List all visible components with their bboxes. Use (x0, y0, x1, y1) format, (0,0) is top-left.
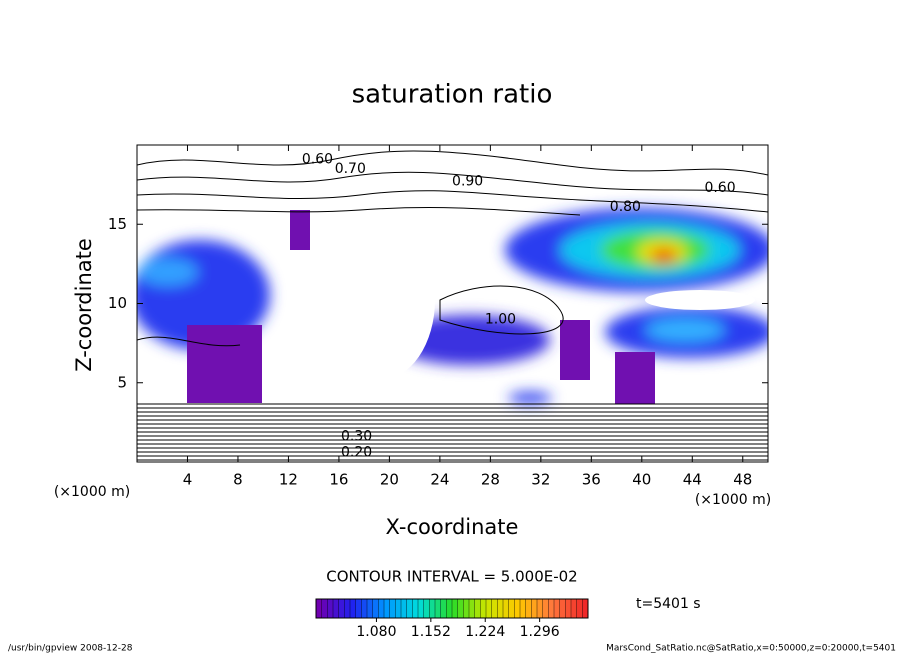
x-axis-label: X-coordinate (386, 515, 519, 539)
x-tick-label: 40 (632, 471, 651, 489)
colorbar-cell (344, 599, 351, 618)
colorbar-cell (395, 599, 402, 618)
x-tick-label: 36 (582, 471, 601, 489)
colorbar-cell (474, 599, 481, 618)
x-tick-label: 12 (279, 471, 298, 489)
colorbar-cell (520, 599, 527, 618)
colorbar-cell (423, 599, 430, 618)
colorbar-cell (316, 599, 323, 618)
colorbar-tick-label: 1.224 (465, 624, 505, 640)
colorbar-cell (576, 599, 583, 618)
colorbar-cell (469, 599, 476, 618)
colorbar-cell (378, 599, 385, 618)
colorbar-cell (582, 599, 589, 618)
colorbar-cell (333, 599, 340, 618)
x-tick-label: 24 (430, 471, 449, 489)
colorbar-tick-label: 1.296 (520, 624, 560, 640)
colorbar-cell (440, 599, 447, 618)
y-tick-label: 15 (108, 215, 127, 233)
colorbar-cell (531, 599, 538, 618)
colorbar-cell (486, 599, 493, 618)
y-tick-label: 10 (108, 294, 127, 312)
colorbar-cell (463, 599, 470, 618)
field (137, 145, 768, 462)
contour-label: 0.30 (341, 429, 372, 445)
contour-label: 0.20 (341, 444, 372, 460)
x-tick-label: 8 (233, 471, 243, 489)
colorbar-cell (503, 599, 510, 618)
colorbar-cell (327, 599, 334, 618)
colorbar-cell (548, 599, 555, 618)
contour-label: 0.80 (610, 199, 641, 215)
colorbar-cell (355, 599, 362, 618)
colorbar-cell (491, 599, 498, 618)
colorbar-cell (554, 599, 561, 618)
colorbar-cell (321, 599, 328, 618)
x-tick-label: 16 (329, 471, 348, 489)
colorbar-cell (372, 599, 379, 618)
colorbar-cell (571, 599, 578, 618)
colorbar-cell (350, 599, 357, 618)
x-unit-label: (×1000 m) (695, 492, 771, 508)
x-unit-label: (×1000 m) (54, 484, 130, 500)
colorbar-cell (525, 599, 532, 618)
colorbar-cell (452, 599, 459, 618)
colorbar-frame (315, 598, 589, 619)
footer-left: /usr/bin/gpview 2008-12-28 (8, 644, 133, 654)
colorbar-cell (497, 599, 504, 618)
contour-interval: CONTOUR INTERVAL = 5.000E-02 (326, 568, 577, 586)
colorbar-cell (338, 599, 345, 618)
x-tick-label: 32 (531, 471, 550, 489)
chart-title: saturation ratio (352, 80, 553, 110)
colorbar-cell (412, 599, 419, 618)
x-tick-label: 4 (183, 471, 193, 489)
colorbar-cell (435, 599, 442, 618)
x-tick-label: 48 (733, 471, 752, 489)
y-tick-label: 5 (117, 373, 127, 391)
colorbar-cell (429, 599, 436, 618)
colorbar-cell (406, 599, 413, 618)
colorbar-cell (418, 599, 425, 618)
contour-label: 0.70 (335, 161, 366, 177)
time-label: t=5401 s (636, 596, 701, 612)
colorbar-cell (508, 599, 515, 618)
colorbar-cell (537, 599, 544, 618)
contour-label: 1.00 (485, 311, 516, 327)
contour-label: 0.60 (704, 180, 735, 196)
colorbar-cell (480, 599, 487, 618)
colorbar-tick-label: 1.152 (411, 624, 451, 640)
y-axis-label: Z-coordinate (72, 238, 96, 372)
contour-label: 0.90 (452, 173, 483, 189)
colorbar-cell (389, 599, 396, 618)
contour-label: 0.60 (302, 151, 333, 167)
colorbar-cell (401, 599, 408, 618)
footer-right: MarsCond_SatRatio.nc@SatRatio,x=0:50000,… (606, 644, 896, 654)
colorbar-cell (457, 599, 464, 618)
colorbar-cell (559, 599, 566, 618)
colorbar-cell (565, 599, 572, 618)
x-tick-label: 20 (380, 471, 399, 489)
colorbar-tick-label: 1.080 (356, 624, 396, 640)
colorbar-cell (542, 599, 549, 618)
colorbar-cell (361, 599, 368, 618)
colorbar-cell (384, 599, 391, 618)
x-tick-label: 44 (683, 471, 702, 489)
x-tick-label: 28 (481, 471, 500, 489)
colorbar-cell (367, 599, 374, 618)
colorbar-cell (446, 599, 453, 618)
colorbar-cell (514, 599, 521, 618)
